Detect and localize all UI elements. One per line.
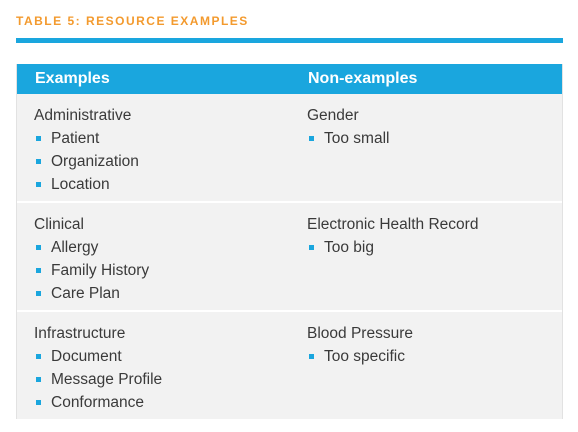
- example-cell: Infrastructure Document Message Profile …: [34, 322, 162, 414]
- list-item: Conformance: [34, 391, 162, 414]
- list-item: Message Profile: [34, 368, 162, 391]
- resource-examples-table: Examples Non-examples Administrative Pat…: [16, 64, 563, 419]
- square-bullet-icon: [36, 291, 41, 296]
- example-title: Infrastructure: [34, 325, 126, 342]
- list-item: Too specific: [307, 345, 413, 368]
- square-bullet-icon: [36, 400, 41, 405]
- square-bullet-icon: [36, 354, 41, 359]
- nonexample-cell: Blood Pressure Too specific: [307, 322, 413, 368]
- example-title: Administrative: [34, 107, 132, 124]
- table-row: Administrative Patient Organization Loca…: [17, 94, 562, 201]
- example-cell: Clinical Allergy Family History Care Pla…: [34, 213, 149, 305]
- square-bullet-icon: [36, 136, 41, 141]
- nonexample-title: Blood Pressure: [307, 325, 413, 342]
- list-item: Location: [34, 173, 139, 196]
- square-bullet-icon: [309, 354, 314, 359]
- square-bullet-icon: [36, 182, 41, 187]
- square-bullet-icon: [309, 136, 314, 141]
- list-item: Too big: [307, 236, 478, 259]
- table-caption: TABLE 5: RESOURCE EXAMPLES: [16, 14, 249, 28]
- nonexample-cell: Electronic Health Record Too big: [307, 213, 478, 259]
- square-bullet-icon: [36, 245, 41, 250]
- list-item: Document: [34, 345, 162, 368]
- caption-rule: [16, 38, 563, 43]
- table-row: Infrastructure Document Message Profile …: [17, 310, 562, 419]
- list-item: Care Plan: [34, 282, 149, 305]
- header-non-examples: Non-examples: [308, 70, 418, 87]
- header-examples: Examples: [35, 70, 110, 87]
- list-item: Too small: [307, 127, 389, 150]
- list-item: Family History: [34, 259, 149, 282]
- list-item: Patient: [34, 127, 139, 150]
- square-bullet-icon: [36, 377, 41, 382]
- example-cell: Administrative Patient Organization Loca…: [34, 104, 139, 196]
- square-bullet-icon: [36, 159, 41, 164]
- table-row: Clinical Allergy Family History Care Pla…: [17, 201, 562, 310]
- nonexample-title: Gender: [307, 107, 359, 124]
- example-title: Clinical: [34, 216, 84, 233]
- nonexample-cell: Gender Too small: [307, 104, 389, 150]
- table-header: Examples Non-examples: [17, 64, 562, 94]
- square-bullet-icon: [309, 245, 314, 250]
- square-bullet-icon: [36, 268, 41, 273]
- list-item: Allergy: [34, 236, 149, 259]
- nonexample-title: Electronic Health Record: [307, 216, 479, 233]
- list-item: Organization: [34, 150, 139, 173]
